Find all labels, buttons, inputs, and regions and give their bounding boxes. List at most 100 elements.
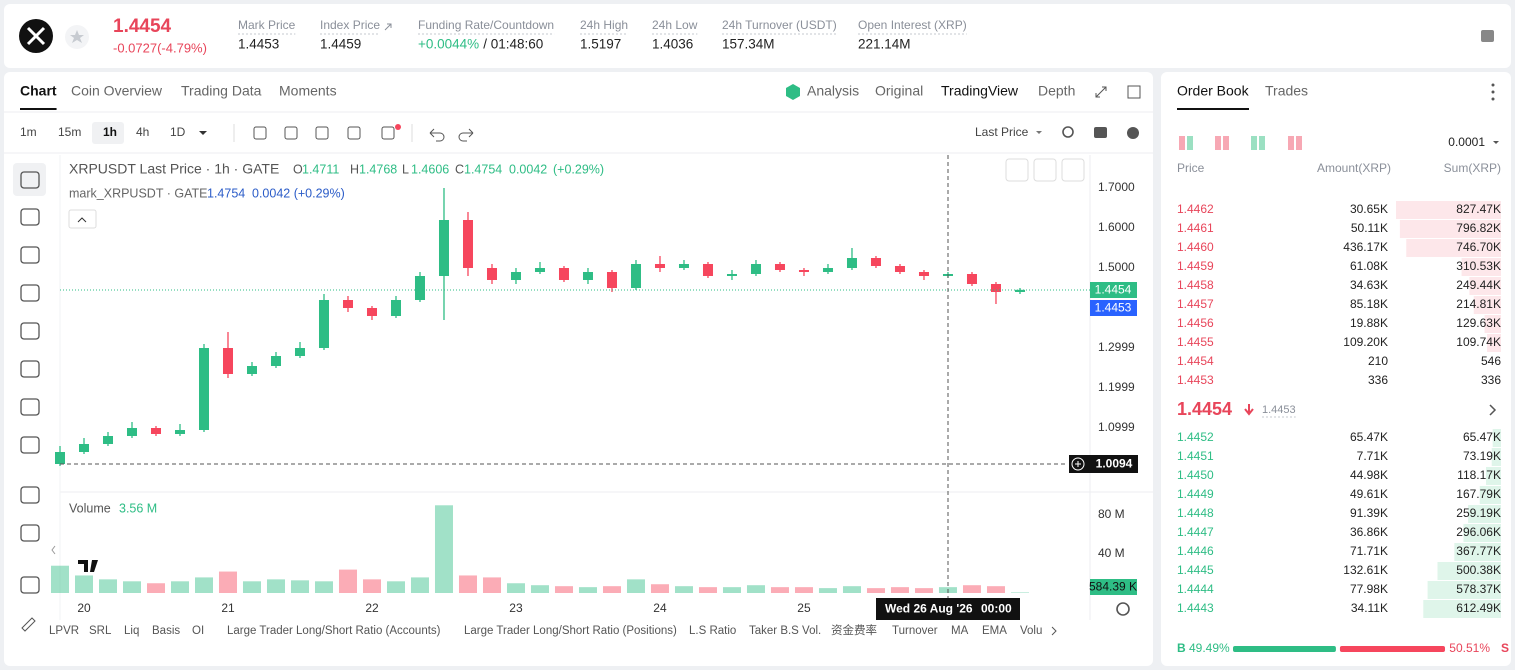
indicator[interactable]: Turnover: [892, 625, 938, 637]
indicator[interactable]: LPVR: [49, 625, 79, 637]
edit-icon[interactable]: [21, 617, 36, 632]
y-tick-label: 1.0999: [1098, 420, 1135, 434]
settings-icon[interactable]: [1127, 127, 1139, 139]
tool-icon[interactable]: [253, 126, 267, 140]
chart-button[interactable]: [1033, 158, 1057, 182]
indicator[interactable]: EMA: [982, 625, 1007, 637]
view-tab[interactable]: Depth: [1038, 83, 1075, 99]
view-mode[interactable]: [1259, 136, 1265, 150]
view-mode[interactable]: [1296, 136, 1302, 150]
interval[interactable]: 4h: [136, 125, 149, 139]
depth-bar: [1484, 315, 1501, 333]
drawing-tool[interactable]: [20, 576, 40, 594]
ob-price[interactable]: 1.4457: [1177, 297, 1214, 311]
indicator[interactable]: 资金费率: [831, 623, 877, 637]
indicator[interactable]: L.S Ratio: [689, 625, 736, 637]
ob-price[interactable]: 1.4453: [1177, 373, 1214, 387]
ob-price[interactable]: 1.4455: [1177, 335, 1214, 349]
tool-icon[interactable]: [315, 126, 329, 140]
y-tick-label: 1.5000: [1098, 260, 1135, 274]
ob-price[interactable]: 1.4450: [1177, 468, 1214, 482]
drawing-tool[interactable]: [20, 486, 40, 504]
search-icon[interactable]: [1062, 126, 1074, 138]
tab[interactable]: Moments: [279, 83, 337, 99]
ob-price[interactable]: 1.4448: [1177, 506, 1214, 520]
tool-icon[interactable]: [381, 126, 395, 140]
undo-icon[interactable]: [429, 128, 445, 142]
tool-icon[interactable]: [284, 126, 298, 140]
tab[interactable]: Coin Overview: [71, 83, 163, 99]
price-source[interactable]: Last Price: [975, 125, 1029, 139]
precision[interactable]: 0.0001: [1448, 135, 1485, 149]
indicator[interactable]: Basis: [152, 625, 180, 637]
drawing-tool[interactable]: [20, 246, 40, 264]
drawing-tool[interactable]: [20, 322, 40, 340]
ob-sum: 827.47K: [1456, 202, 1501, 216]
chart-button[interactable]: [1061, 158, 1085, 182]
tool-icon[interactable]: [347, 126, 361, 140]
window-icon[interactable]: [1127, 85, 1141, 99]
indicator[interactable]: MA: [951, 625, 969, 637]
drawing-tool[interactable]: [20, 524, 40, 542]
view-tab[interactable]: Analysis: [807, 83, 859, 99]
chart-button[interactable]: [1005, 158, 1029, 182]
tab[interactable]: Chart: [20, 83, 57, 99]
ob-price[interactable]: 1.4456: [1177, 316, 1214, 330]
ob-price[interactable]: 1.4460: [1177, 240, 1214, 254]
ob-price[interactable]: 1.4459: [1177, 259, 1214, 273]
drawing-tool[interactable]: [20, 436, 40, 454]
interval[interactable]: 1h: [103, 125, 117, 139]
interval[interactable]: 1D: [170, 125, 186, 139]
view-tab[interactable]: Original: [875, 83, 923, 99]
ob-price[interactable]: 1.4458: [1177, 278, 1214, 292]
tab[interactable]: Trading Data: [181, 83, 262, 99]
indicator[interactable]: Large Trader Long/Short Ratio (Accounts): [227, 625, 441, 637]
header-icon[interactable]: [1481, 30, 1494, 42]
drawing-tool[interactable]: [20, 398, 40, 416]
drawing-tool[interactable]: [20, 284, 40, 302]
ob-price[interactable]: 1.4443: [1177, 601, 1214, 615]
ob-price[interactable]: 1.4462: [1177, 202, 1214, 216]
collapse-icon[interactable]: [51, 545, 56, 555]
view-mode[interactable]: [1187, 136, 1193, 150]
drawing-tool[interactable]: [20, 171, 40, 189]
indicator[interactable]: Volu: [1020, 625, 1042, 637]
indicator[interactable]: Liq: [124, 625, 139, 637]
view-mode[interactable]: [1179, 136, 1185, 150]
ob-price[interactable]: 1.4452: [1177, 430, 1214, 444]
ob-price[interactable]: 1.4444: [1177, 582, 1214, 596]
ob-price[interactable]: 1.4454: [1177, 354, 1214, 368]
drawing-tool[interactable]: [20, 208, 40, 226]
ob-tab[interactable]: Order Book: [1177, 83, 1250, 99]
camera-icon[interactable]: [1094, 127, 1107, 138]
view-tab[interactable]: TradingView: [941, 83, 1019, 99]
drawing-tool[interactable]: [20, 360, 40, 378]
crosshair-plus[interactable]: [1071, 457, 1085, 471]
interval[interactable]: 1m: [20, 125, 37, 139]
fullscreen-icon[interactable]: [1095, 86, 1107, 98]
view-mode[interactable]: [1288, 136, 1294, 150]
ob-price[interactable]: 1.4447: [1177, 525, 1214, 539]
redo-icon[interactable]: [458, 128, 474, 142]
ob-tab[interactable]: Trades: [1265, 83, 1308, 99]
ob-amount: 336: [1368, 373, 1388, 387]
interval[interactable]: 15m: [58, 125, 81, 139]
indicator[interactable]: OI: [192, 625, 204, 637]
ob-price[interactable]: 1.4446: [1177, 544, 1214, 558]
y-tick-label: 1.1999: [1098, 380, 1135, 394]
volume-bar: [842, 586, 861, 593]
view-mode[interactable]: [1251, 136, 1257, 150]
indicators-more[interactable]: [1051, 626, 1057, 636]
view-mode[interactable]: [1223, 136, 1229, 150]
ob-price[interactable]: 1.4449: [1177, 487, 1214, 501]
indicator[interactable]: Large Trader Long/Short Ratio (Positions…: [464, 625, 677, 637]
ob-price[interactable]: 1.4445: [1177, 563, 1214, 577]
ob-price[interactable]: 1.4461: [1177, 221, 1214, 235]
settings-small[interactable]: [1116, 602, 1130, 616]
indicator[interactable]: SRL: [89, 625, 112, 637]
ob-more[interactable]: [1489, 404, 1497, 416]
indicator[interactable]: Taker B.S Vol.: [749, 625, 821, 637]
view-mode[interactable]: [1215, 136, 1221, 150]
depth-bar: [1473, 296, 1501, 314]
ob-price[interactable]: 1.4451: [1177, 449, 1214, 463]
